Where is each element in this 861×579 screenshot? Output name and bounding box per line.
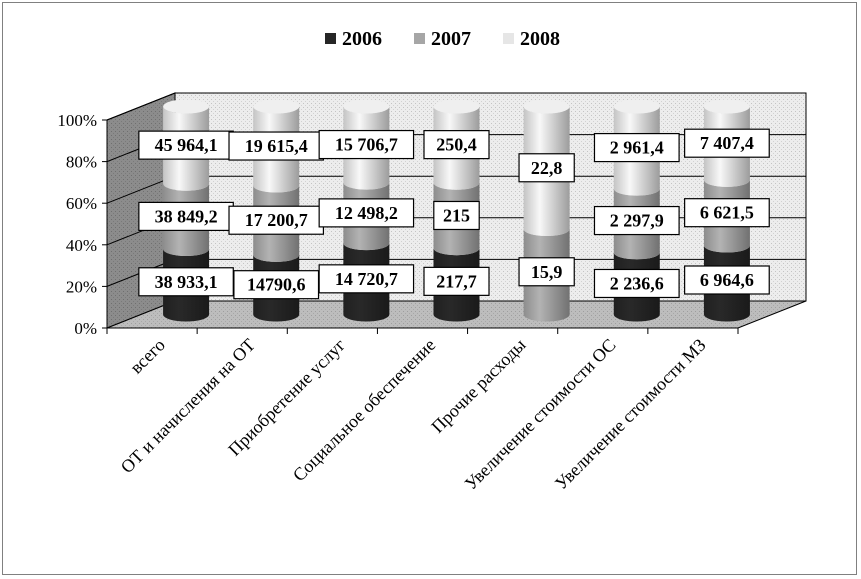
data-label-2008: 250,4 — [423, 130, 490, 160]
data-label-box — [318, 129, 415, 160]
bar-top-cap — [433, 99, 480, 114]
data-label-box — [593, 205, 680, 236]
data-label-text: 7 407,4 — [700, 133, 754, 153]
data-label-2007: 38 849,2 — [138, 201, 234, 232]
legend-label-2007: 2007 — [431, 28, 471, 50]
y-tick-label: 80% — [66, 153, 97, 172]
data-label-box — [138, 201, 234, 232]
data-label-box — [593, 268, 680, 299]
data-label-text: 14 720,7 — [335, 269, 398, 289]
data-label-text: 12 498,2 — [335, 203, 398, 223]
y-tick-label: 100% — [57, 111, 97, 130]
x-tick-label: Прочие расходы — [427, 335, 529, 437]
data-label-text: 45 964,1 — [155, 135, 218, 155]
bar-top-cap — [163, 99, 210, 114]
y-tick-label: 40% — [66, 236, 97, 255]
bar-top-cap — [613, 99, 660, 114]
data-label-text: 19 615,4 — [245, 136, 308, 156]
legend-label-2006: 2006 — [342, 28, 382, 50]
data-label-text: 2 236,6 — [610, 273, 664, 293]
data-label-2007: 2 297,9 — [593, 205, 680, 236]
data-label-2007: 17 200,7 — [228, 205, 325, 235]
data-label-box — [233, 270, 320, 300]
data-label-box — [318, 264, 415, 294]
data-label-box — [593, 132, 680, 163]
data-label-box — [228, 131, 325, 161]
data-label-box — [228, 205, 325, 235]
data-label-text: 217,7 — [436, 271, 477, 291]
legend-swatch-2006 — [325, 33, 336, 44]
data-label-text: 15 706,7 — [335, 135, 398, 155]
y-tick-label: 0% — [74, 319, 97, 338]
data-label-text: 14790,6 — [247, 275, 306, 295]
data-label-2006: 2 236,6 — [593, 268, 680, 299]
data-label-box — [423, 130, 490, 160]
data-label-text: 17 200,7 — [245, 210, 308, 230]
data-label-2006: 14790,6 — [233, 270, 320, 300]
data-label-2007: 215 — [433, 200, 480, 231]
data-label-text: 15,9 — [531, 262, 563, 282]
data-label-2007: 15,9 — [518, 257, 575, 287]
data-label-2008: 45 964,1 — [138, 130, 234, 160]
y-tick-label: 60% — [66, 194, 97, 213]
data-label-box — [433, 200, 480, 231]
data-labels: 38 933,1 14790,6 14 720,7 217,7 2 236,6 6 964… — [138, 128, 770, 300]
legend: 2006 2007 2008 — [325, 28, 560, 50]
data-label-2008: 15 706,7 — [318, 129, 415, 160]
data-label-text: 2 297,9 — [610, 211, 664, 231]
data-label-box — [318, 198, 415, 228]
data-label-text: 6 621,5 — [700, 203, 754, 223]
legend-label-2008: 2008 — [520, 28, 560, 50]
legend-swatch-2007 — [414, 33, 425, 44]
bar-top-cap — [523, 99, 570, 114]
data-label-2008: 7 407,4 — [684, 128, 770, 158]
data-label-text: 22,8 — [531, 158, 563, 178]
legend-swatch-2008 — [503, 33, 514, 44]
data-label-box — [518, 257, 575, 287]
data-label-box — [684, 128, 770, 158]
data-label-text: 215 — [443, 205, 470, 225]
data-label-box — [423, 266, 490, 296]
data-label-box — [138, 267, 234, 297]
data-label-box — [684, 265, 770, 295]
data-label-2006: 38 933,1 — [138, 267, 234, 297]
data-label-2007: 12 498,2 — [318, 198, 415, 228]
bar-top-cap — [343, 99, 390, 114]
y-tick-label: 20% — [66, 277, 97, 296]
data-label-2008: 22,8 — [518, 153, 575, 183]
x-tick-label: всего — [126, 335, 169, 378]
data-label-text: 6 964,6 — [700, 270, 754, 290]
data-label-2006: 6 964,6 — [684, 265, 770, 295]
gridline-side — [106, 92, 176, 121]
data-label-2008: 2 961,4 — [593, 132, 680, 163]
data-label-box — [518, 153, 575, 183]
data-label-text: 250,4 — [436, 135, 477, 155]
y-axis: 0% 20% 40% 60% 80% 100% — [57, 111, 108, 338]
data-label-2006: 14 720,7 — [318, 264, 415, 294]
data-label-text: 2 961,4 — [610, 138, 664, 158]
data-label-2006: 217,7 — [423, 266, 490, 296]
data-label-text: 38 933,1 — [155, 272, 218, 292]
data-label-2008: 19 615,4 — [228, 131, 325, 161]
bar-top-cap — [253, 99, 300, 114]
data-label-2007: 6 621,5 — [684, 198, 770, 228]
x-tick-label: Увеличение стоимости МЗ — [551, 335, 710, 494]
data-label-box — [684, 198, 770, 228]
x-tick-label: Увеличение стоимости ОС — [461, 335, 620, 494]
data-label-text: 38 849,2 — [155, 206, 218, 226]
bar-top-cap — [703, 99, 750, 114]
